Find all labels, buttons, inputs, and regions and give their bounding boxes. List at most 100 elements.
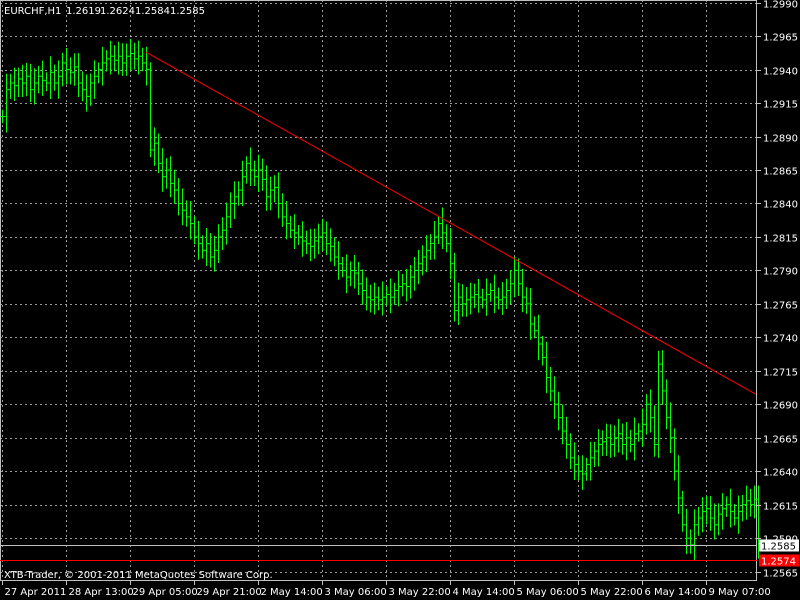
candle	[228, 192, 233, 228]
candle	[476, 278, 481, 313]
candle	[268, 176, 273, 211]
candle	[308, 228, 313, 262]
y-tick-label: 1.2790	[763, 267, 798, 278]
candle	[4, 73, 9, 133]
candle	[40, 60, 45, 97]
candle	[144, 46, 149, 86]
x-tick-label: 27 Apr 2011	[5, 587, 67, 598]
candle	[608, 424, 613, 458]
candle	[728, 488, 733, 528]
candle	[316, 223, 321, 255]
candle	[532, 316, 537, 339]
candle	[96, 62, 101, 84]
candle	[444, 224, 449, 253]
x-tick-label: 5 May 06:00	[517, 587, 579, 598]
candle	[572, 442, 577, 480]
candle	[220, 217, 225, 251]
candle	[472, 283, 477, 309]
candle	[672, 428, 677, 481]
candle	[260, 158, 265, 191]
candle	[252, 160, 257, 187]
current-price-tag-bg	[759, 539, 799, 552]
candle	[48, 56, 53, 100]
candle	[652, 405, 657, 457]
candle	[92, 60, 97, 99]
candle	[504, 278, 509, 309]
candle	[596, 429, 601, 467]
candle	[700, 497, 705, 533]
candle	[232, 181, 237, 219]
candle	[8, 73, 13, 99]
candle	[556, 391, 561, 431]
x-tick-label: 29 Apr 21:00	[197, 587, 262, 598]
candle	[404, 268, 409, 302]
candle	[744, 485, 749, 520]
candle	[548, 366, 553, 402]
candle	[616, 418, 621, 453]
candle	[304, 230, 309, 254]
ohlc-open: 1.2619	[66, 6, 101, 17]
candle	[396, 270, 401, 307]
x-tick-label: 3 May 22:00	[389, 587, 451, 598]
x-tick-label: 28 Apr 13:00	[69, 587, 134, 598]
candle	[720, 493, 725, 530]
candle	[196, 220, 201, 260]
candle	[668, 402, 673, 454]
candle	[64, 47, 69, 85]
candle	[80, 71, 85, 102]
candle	[520, 268, 525, 313]
ohlc-close: 1.2585	[170, 6, 205, 17]
candle	[452, 252, 457, 322]
candle	[244, 156, 249, 184]
candle	[660, 350, 665, 405]
candle	[200, 235, 205, 259]
candle	[740, 494, 745, 522]
candle	[152, 127, 157, 166]
y-tick-label: 1.2765	[763, 301, 798, 312]
candle	[56, 60, 61, 99]
candle	[88, 73, 93, 106]
y-tick-label: 1.2815	[763, 234, 798, 245]
candle	[336, 241, 341, 280]
candle	[44, 72, 49, 92]
candle	[544, 341, 549, 394]
candle	[468, 282, 473, 315]
y-tick-label: 1.2940	[763, 67, 798, 78]
x-tick-label: 29 Apr 05:00	[133, 587, 198, 598]
y-tick-label: 1.2965	[763, 33, 798, 44]
candle	[84, 74, 89, 112]
candle	[684, 508, 689, 555]
candle	[380, 281, 385, 316]
candle	[492, 274, 497, 314]
candle	[204, 228, 209, 266]
x-tick-label: 9 May 07:00	[709, 587, 771, 598]
y-tick-label: 1.2640	[763, 468, 798, 479]
grid	[0, 0, 757, 581]
candle	[180, 188, 185, 226]
candle	[436, 216, 441, 245]
candle	[284, 201, 289, 240]
candle	[16, 67, 21, 98]
candle	[552, 376, 557, 419]
y-tick-label: 1.2615	[763, 502, 798, 513]
trendline[interactable]	[145, 51, 757, 395]
candle	[736, 495, 741, 534]
candle	[148, 62, 153, 158]
candle	[348, 261, 353, 287]
candle	[692, 509, 697, 561]
candle	[712, 503, 717, 540]
candle	[636, 423, 641, 442]
candle	[620, 423, 625, 455]
candle	[704, 495, 709, 525]
candle	[592, 441, 597, 468]
overlays	[0, 51, 757, 561]
candle	[524, 287, 529, 314]
candle	[344, 254, 349, 294]
candle	[292, 214, 297, 249]
y-tick-label: 1.2665	[763, 435, 798, 446]
copyright-watermark: XTB-Trader, © 2001-2011 MetaQuotes Softw…	[4, 570, 273, 581]
candle	[0, 109, 5, 124]
candle	[392, 282, 397, 305]
